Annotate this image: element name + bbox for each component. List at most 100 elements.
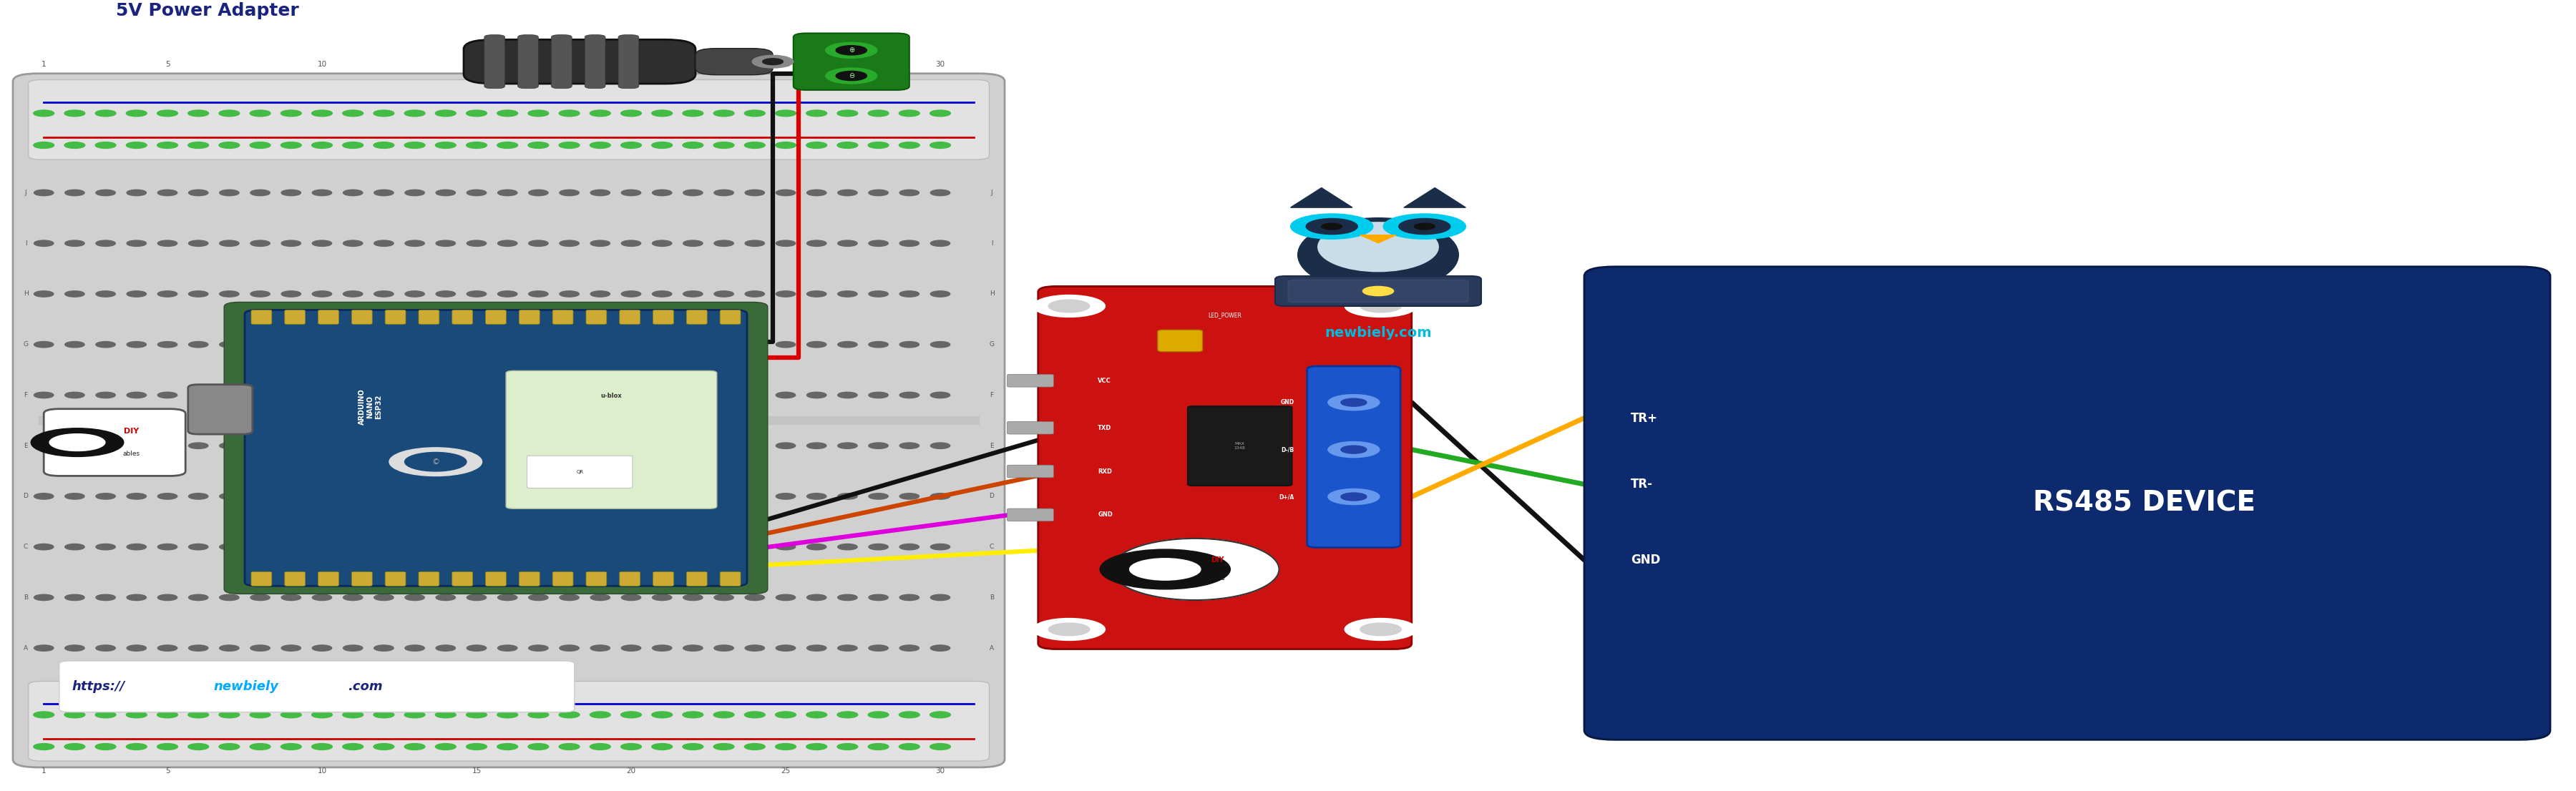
FancyBboxPatch shape	[554, 572, 574, 586]
Circle shape	[281, 443, 301, 448]
Circle shape	[621, 443, 641, 448]
Circle shape	[744, 645, 765, 651]
Circle shape	[744, 443, 765, 448]
Circle shape	[219, 291, 240, 297]
Circle shape	[497, 494, 518, 499]
Circle shape	[157, 291, 178, 297]
Circle shape	[775, 142, 796, 149]
Circle shape	[930, 240, 951, 246]
FancyBboxPatch shape	[417, 310, 438, 324]
Circle shape	[188, 443, 209, 448]
Circle shape	[590, 110, 611, 116]
FancyBboxPatch shape	[520, 572, 541, 586]
Circle shape	[868, 342, 889, 347]
Circle shape	[466, 291, 487, 297]
Circle shape	[33, 744, 54, 750]
Circle shape	[95, 744, 116, 750]
Circle shape	[157, 240, 178, 246]
Circle shape	[744, 291, 765, 297]
Circle shape	[868, 110, 889, 116]
Circle shape	[312, 595, 332, 600]
Circle shape	[621, 712, 641, 718]
Circle shape	[930, 291, 951, 297]
Circle shape	[559, 392, 580, 398]
Circle shape	[250, 645, 270, 651]
Circle shape	[683, 190, 703, 195]
Circle shape	[1329, 489, 1381, 505]
FancyBboxPatch shape	[245, 310, 747, 586]
FancyBboxPatch shape	[685, 572, 706, 586]
Circle shape	[312, 712, 332, 718]
Circle shape	[188, 595, 209, 600]
Circle shape	[714, 744, 734, 750]
Circle shape	[157, 443, 178, 448]
Circle shape	[528, 595, 549, 600]
FancyBboxPatch shape	[528, 456, 634, 488]
Circle shape	[188, 291, 209, 297]
Circle shape	[312, 494, 332, 499]
Circle shape	[157, 645, 178, 651]
Circle shape	[744, 110, 765, 116]
Circle shape	[1048, 300, 1090, 312]
Circle shape	[621, 142, 641, 149]
Circle shape	[126, 645, 147, 651]
Text: GND: GND	[1097, 512, 1113, 518]
Circle shape	[95, 240, 116, 246]
FancyBboxPatch shape	[585, 35, 605, 89]
Circle shape	[652, 142, 672, 149]
Text: GND: GND	[1631, 554, 1659, 566]
Circle shape	[497, 744, 518, 750]
Circle shape	[64, 291, 85, 297]
Circle shape	[528, 291, 549, 297]
Circle shape	[219, 392, 240, 398]
Circle shape	[559, 342, 580, 347]
Circle shape	[374, 443, 394, 448]
FancyBboxPatch shape	[587, 572, 608, 586]
Circle shape	[281, 544, 301, 550]
Polygon shape	[1404, 187, 1466, 207]
Circle shape	[744, 494, 765, 499]
Text: 15: 15	[471, 767, 482, 774]
Circle shape	[714, 190, 734, 195]
Polygon shape	[1291, 187, 1352, 207]
Circle shape	[250, 712, 270, 718]
Circle shape	[652, 342, 672, 347]
Text: TR+: TR+	[1631, 411, 1659, 425]
Circle shape	[157, 544, 178, 550]
Circle shape	[64, 240, 85, 246]
Circle shape	[1033, 295, 1105, 317]
Circle shape	[1048, 623, 1090, 636]
FancyBboxPatch shape	[1288, 280, 1468, 302]
Circle shape	[806, 744, 827, 750]
Circle shape	[435, 392, 456, 398]
Circle shape	[621, 645, 641, 651]
Circle shape	[404, 544, 425, 550]
Circle shape	[250, 142, 270, 149]
FancyBboxPatch shape	[1007, 374, 1054, 387]
Circle shape	[528, 712, 549, 718]
Circle shape	[775, 291, 796, 297]
Circle shape	[868, 712, 889, 718]
Ellipse shape	[1319, 222, 1437, 271]
Circle shape	[250, 595, 270, 600]
Circle shape	[95, 392, 116, 398]
FancyBboxPatch shape	[484, 572, 505, 586]
Circle shape	[714, 494, 734, 499]
FancyBboxPatch shape	[554, 310, 574, 324]
FancyBboxPatch shape	[721, 572, 742, 586]
Circle shape	[33, 645, 54, 651]
Circle shape	[683, 291, 703, 297]
Circle shape	[899, 443, 920, 448]
Circle shape	[899, 712, 920, 718]
Circle shape	[64, 544, 85, 550]
Circle shape	[95, 712, 116, 718]
Text: E: E	[989, 442, 994, 449]
Circle shape	[775, 240, 796, 246]
Circle shape	[714, 595, 734, 600]
Circle shape	[528, 342, 549, 347]
Circle shape	[188, 544, 209, 550]
Circle shape	[1329, 441, 1381, 457]
Circle shape	[219, 443, 240, 448]
Circle shape	[250, 443, 270, 448]
Circle shape	[404, 142, 425, 149]
